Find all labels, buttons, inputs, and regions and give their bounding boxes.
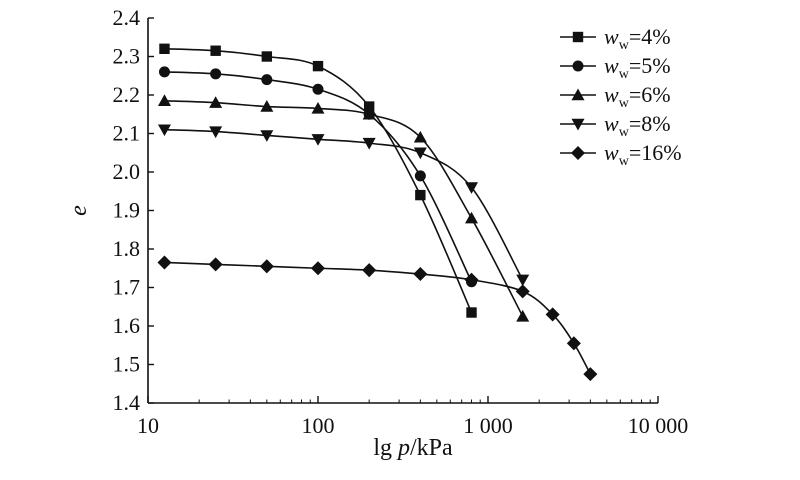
data-point [312, 83, 324, 95]
x-axis-label: lg p/kPa [373, 435, 453, 461]
data-point [157, 124, 171, 137]
data-point [413, 267, 428, 282]
data-point [515, 284, 530, 299]
axes: 1.4 1.5 1.6 1.7 1.8 1.9 2.0 2.1 2.2 2.3 2.4 10 100 1 … [66, 5, 688, 461]
data-point [260, 100, 274, 112]
data-point [157, 94, 171, 106]
data-point [465, 211, 479, 224]
legend-marker [571, 88, 585, 101]
data-point [209, 126, 223, 139]
data-point [413, 147, 427, 160]
legend-label: ww=6% [604, 82, 671, 111]
x-tick-label: 100 [302, 413, 335, 438]
data-point [261, 51, 273, 62]
data-point [208, 257, 223, 272]
legend-item-5: ww=16% [560, 140, 682, 169]
legend-marker [570, 145, 586, 161]
y-tick-label: 1.4 [113, 390, 141, 415]
y-tick-label: 2.1 [113, 121, 141, 146]
data-point [466, 307, 477, 318]
legend-item-1: ww=4% [560, 24, 671, 53]
y-tick-label: 1.7 [113, 275, 141, 300]
data-point [414, 170, 426, 182]
data-point [259, 259, 274, 274]
legend-marker [572, 31, 584, 43]
series-layer [157, 43, 598, 382]
data-point [516, 274, 530, 287]
legend: ww=4%ww=5%ww=6%ww=8%ww=16% [560, 24, 682, 169]
series-line [164, 128, 524, 281]
y-tick-label: 2.3 [113, 44, 141, 69]
y-tick-label: 1.5 [113, 352, 141, 377]
legend-label: ww=8% [604, 111, 671, 140]
x-tick-label: 10 [137, 413, 159, 438]
data-point [362, 137, 376, 150]
data-point [516, 309, 530, 322]
data-point [583, 367, 598, 382]
y-axis-label: e [66, 205, 92, 216]
data-point [157, 255, 172, 270]
data-point [210, 68, 222, 80]
legend-label: ww=5% [604, 53, 671, 82]
data-point [464, 272, 479, 287]
data-point [312, 60, 324, 72]
data-point [566, 336, 581, 351]
data-point [363, 101, 375, 112]
series-4 [157, 124, 530, 287]
y-tick-label: 2.2 [113, 82, 141, 107]
x-tick-label: 10 000 [628, 413, 689, 438]
data-point [311, 101, 325, 114]
data-point [311, 134, 325, 146]
y-tick-label: 2.4 [113, 5, 141, 30]
data-point [210, 45, 221, 56]
legend-marker [571, 118, 585, 131]
legend-item-2: ww=5% [560, 53, 671, 82]
data-point [159, 43, 170, 54]
series-3 [157, 94, 530, 322]
series-1 [159, 43, 477, 318]
data-point [415, 189, 426, 201]
data-point [362, 107, 376, 120]
y-tick-label: 2.0 [113, 159, 141, 184]
data-point [545, 307, 560, 322]
y-tick-label: 1.9 [113, 198, 141, 223]
data-point [158, 66, 170, 78]
legend-label: ww=4% [604, 24, 671, 53]
data-point [465, 182, 479, 194]
data-point [413, 130, 427, 143]
data-point [260, 130, 274, 142]
series-5 [157, 255, 598, 382]
legend-label: ww=16% [604, 140, 682, 169]
legend-item-3: ww=6% [560, 82, 671, 111]
legend-marker [572, 60, 584, 72]
y-tick-label: 1.8 [113, 236, 141, 261]
y-tick-label: 1.6 [113, 313, 141, 338]
data-point [209, 96, 223, 108]
x-tick-label: 1 000 [463, 413, 513, 438]
data-point [261, 74, 273, 86]
data-point [362, 263, 377, 278]
data-point [310, 261, 326, 276]
series-2 [158, 66, 478, 288]
legend-item-4: ww=8% [560, 111, 671, 140]
